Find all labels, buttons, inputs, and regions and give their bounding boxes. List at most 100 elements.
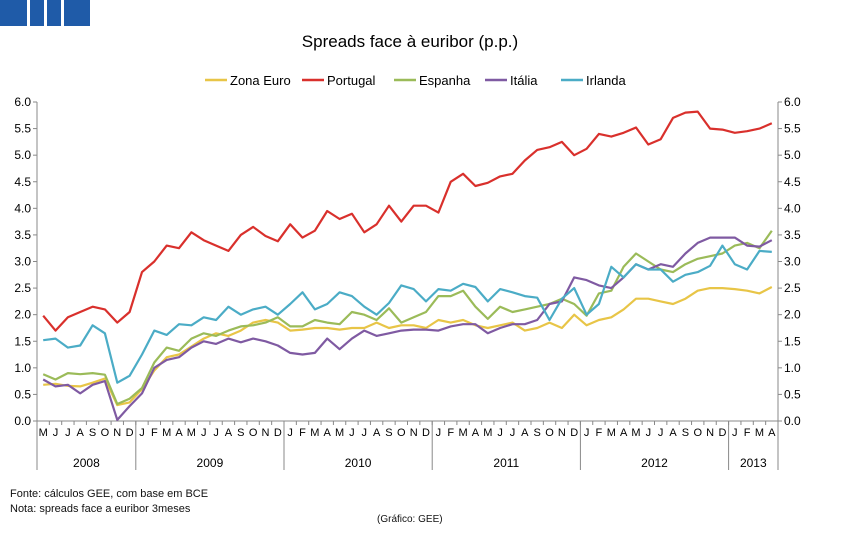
y-tick-label-left: 3.5 — [14, 228, 31, 242]
series-lines — [42, 110, 773, 421]
chart-title: Spreads face à euribor (p.p.) — [302, 32, 518, 51]
x-tick-label: F — [447, 427, 454, 439]
y-tick-label-left: 5.0 — [14, 148, 31, 162]
x-tick-label: S — [682, 427, 689, 439]
x-tick-label: F — [299, 427, 306, 439]
year-label: 2011 — [493, 456, 519, 470]
x-tick-label: F — [151, 427, 158, 439]
x-tick-label: J — [139, 427, 145, 439]
footnote-note: Nota: spreads face a euribor 3meses — [10, 503, 191, 515]
y-tick-label-left: 1.0 — [14, 361, 31, 375]
y-tick-label-left: 5.5 — [14, 122, 31, 136]
x-tick-label: F — [596, 427, 603, 439]
y-tick-label-right: 1.0 — [784, 361, 801, 375]
x-tick-label: O — [693, 427, 702, 439]
y-tick-label-left: 0.5 — [14, 387, 31, 401]
x-tick-label: S — [89, 427, 96, 439]
y-tick-label-right: 2.0 — [784, 308, 801, 322]
y-tick-label-left: 0.0 — [14, 414, 31, 428]
legend-label: Portugal — [327, 73, 376, 88]
x-tick-label: A — [373, 427, 381, 439]
legend-label: Espanha — [419, 73, 471, 88]
legend: Zona Euro Portugal Espanha Itália Irlanda — [205, 73, 627, 88]
y-tick-label-right: 2.5 — [784, 281, 801, 295]
y-tick-label-right: 1.5 — [784, 334, 801, 348]
x-tick-label: O — [101, 427, 110, 439]
source-note: Fonte: cálculos GEE, com base em BCE — [10, 488, 209, 500]
x-tick-label: M — [483, 427, 492, 439]
y-tick-label-right: 4.5 — [784, 175, 801, 189]
x-tick-label: O — [249, 427, 258, 439]
x-tick-label: D — [570, 427, 578, 439]
x-tick-label: J — [213, 427, 219, 439]
y-tick-label-right: 5.5 — [784, 122, 801, 136]
x-tick-label: N — [410, 427, 418, 439]
x-tick-label: M — [631, 427, 640, 439]
y-tick-label-left: 2.0 — [14, 308, 31, 322]
series-line-itália — [42, 236, 773, 421]
x-tick-label: J — [53, 427, 59, 439]
x-tick-label: S — [237, 427, 244, 439]
x-tick-label: A — [324, 427, 332, 439]
legend-label: Irlanda — [586, 73, 627, 88]
x-tick-label: M — [458, 427, 467, 439]
legend-item: Irlanda — [561, 73, 627, 88]
x-tick-label: A — [77, 427, 85, 439]
y-tick-label-right: 0.5 — [784, 387, 801, 401]
x-tick-label: A — [669, 427, 677, 439]
x-tick-label: J — [658, 427, 664, 439]
x-tick-label: D — [274, 427, 282, 439]
x-tick-label: M — [310, 427, 319, 439]
axes: 0.0 0.0 0.5 0.5 1.0 1.0 1.5 1.5 2.0 2.0 2.5 2.5 3.0 3… — [14, 95, 801, 470]
x-tick-label: J — [65, 427, 71, 439]
x-tick-label: D — [126, 427, 134, 439]
x-tick-label: A — [472, 427, 480, 439]
year-label: 2010 — [345, 456, 372, 470]
x-tick-label: N — [261, 427, 269, 439]
x-tick-label: J — [584, 427, 590, 439]
x-tick-label: O — [545, 427, 554, 439]
x-tick-label: F — [744, 427, 751, 439]
x-tick-label: S — [534, 427, 541, 439]
year-label: 2013 — [740, 456, 767, 470]
series-line-portugal — [42, 110, 773, 332]
year-label: 2012 — [641, 456, 668, 470]
legend-item: Portugal — [302, 73, 376, 88]
x-tick-label: D — [422, 427, 430, 439]
x-tick-label: J — [436, 427, 442, 439]
x-tick-label: J — [510, 427, 516, 439]
x-tick-label: J — [497, 427, 503, 439]
legend-label: Itália — [510, 73, 538, 88]
x-tick-label: N — [706, 427, 714, 439]
y-tick-label-right: 5.0 — [784, 148, 801, 162]
x-tick-label: J — [287, 427, 293, 439]
y-tick-label-right: 3.5 — [784, 228, 801, 242]
y-tick-label-right: 0.0 — [784, 414, 801, 428]
legend-item: Itália — [485, 73, 538, 88]
y-tick-label-left: 4.5 — [14, 175, 31, 189]
x-tick-label: A — [521, 427, 529, 439]
x-tick-label: M — [187, 427, 196, 439]
series-line-espanha — [42, 230, 773, 406]
x-tick-label: N — [558, 427, 566, 439]
series-line-zona-euro — [43, 286, 773, 407]
x-tick-label: N — [113, 427, 121, 439]
x-tick-label: M — [755, 427, 764, 439]
x-tick-label: J — [349, 427, 355, 439]
x-tick-label: J — [362, 427, 368, 439]
y-tick-label-left: 1.5 — [14, 334, 31, 348]
x-tick-label: O — [397, 427, 406, 439]
x-tick-label: M — [607, 427, 616, 439]
x-tick-label: J — [732, 427, 738, 439]
legend-item: Zona Euro — [205, 73, 291, 88]
x-tick-label: J — [201, 427, 207, 439]
x-tick-label: A — [768, 427, 776, 439]
y-tick-label-left: 3.0 — [14, 255, 31, 269]
legend-label: Zona Euro — [230, 73, 291, 88]
x-tick-label: M — [335, 427, 344, 439]
logo — [0, 0, 90, 26]
y-tick-label-right: 6.0 — [784, 95, 801, 109]
y-tick-label-left: 2.5 — [14, 281, 31, 295]
y-tick-label-left: 4.0 — [14, 201, 31, 215]
